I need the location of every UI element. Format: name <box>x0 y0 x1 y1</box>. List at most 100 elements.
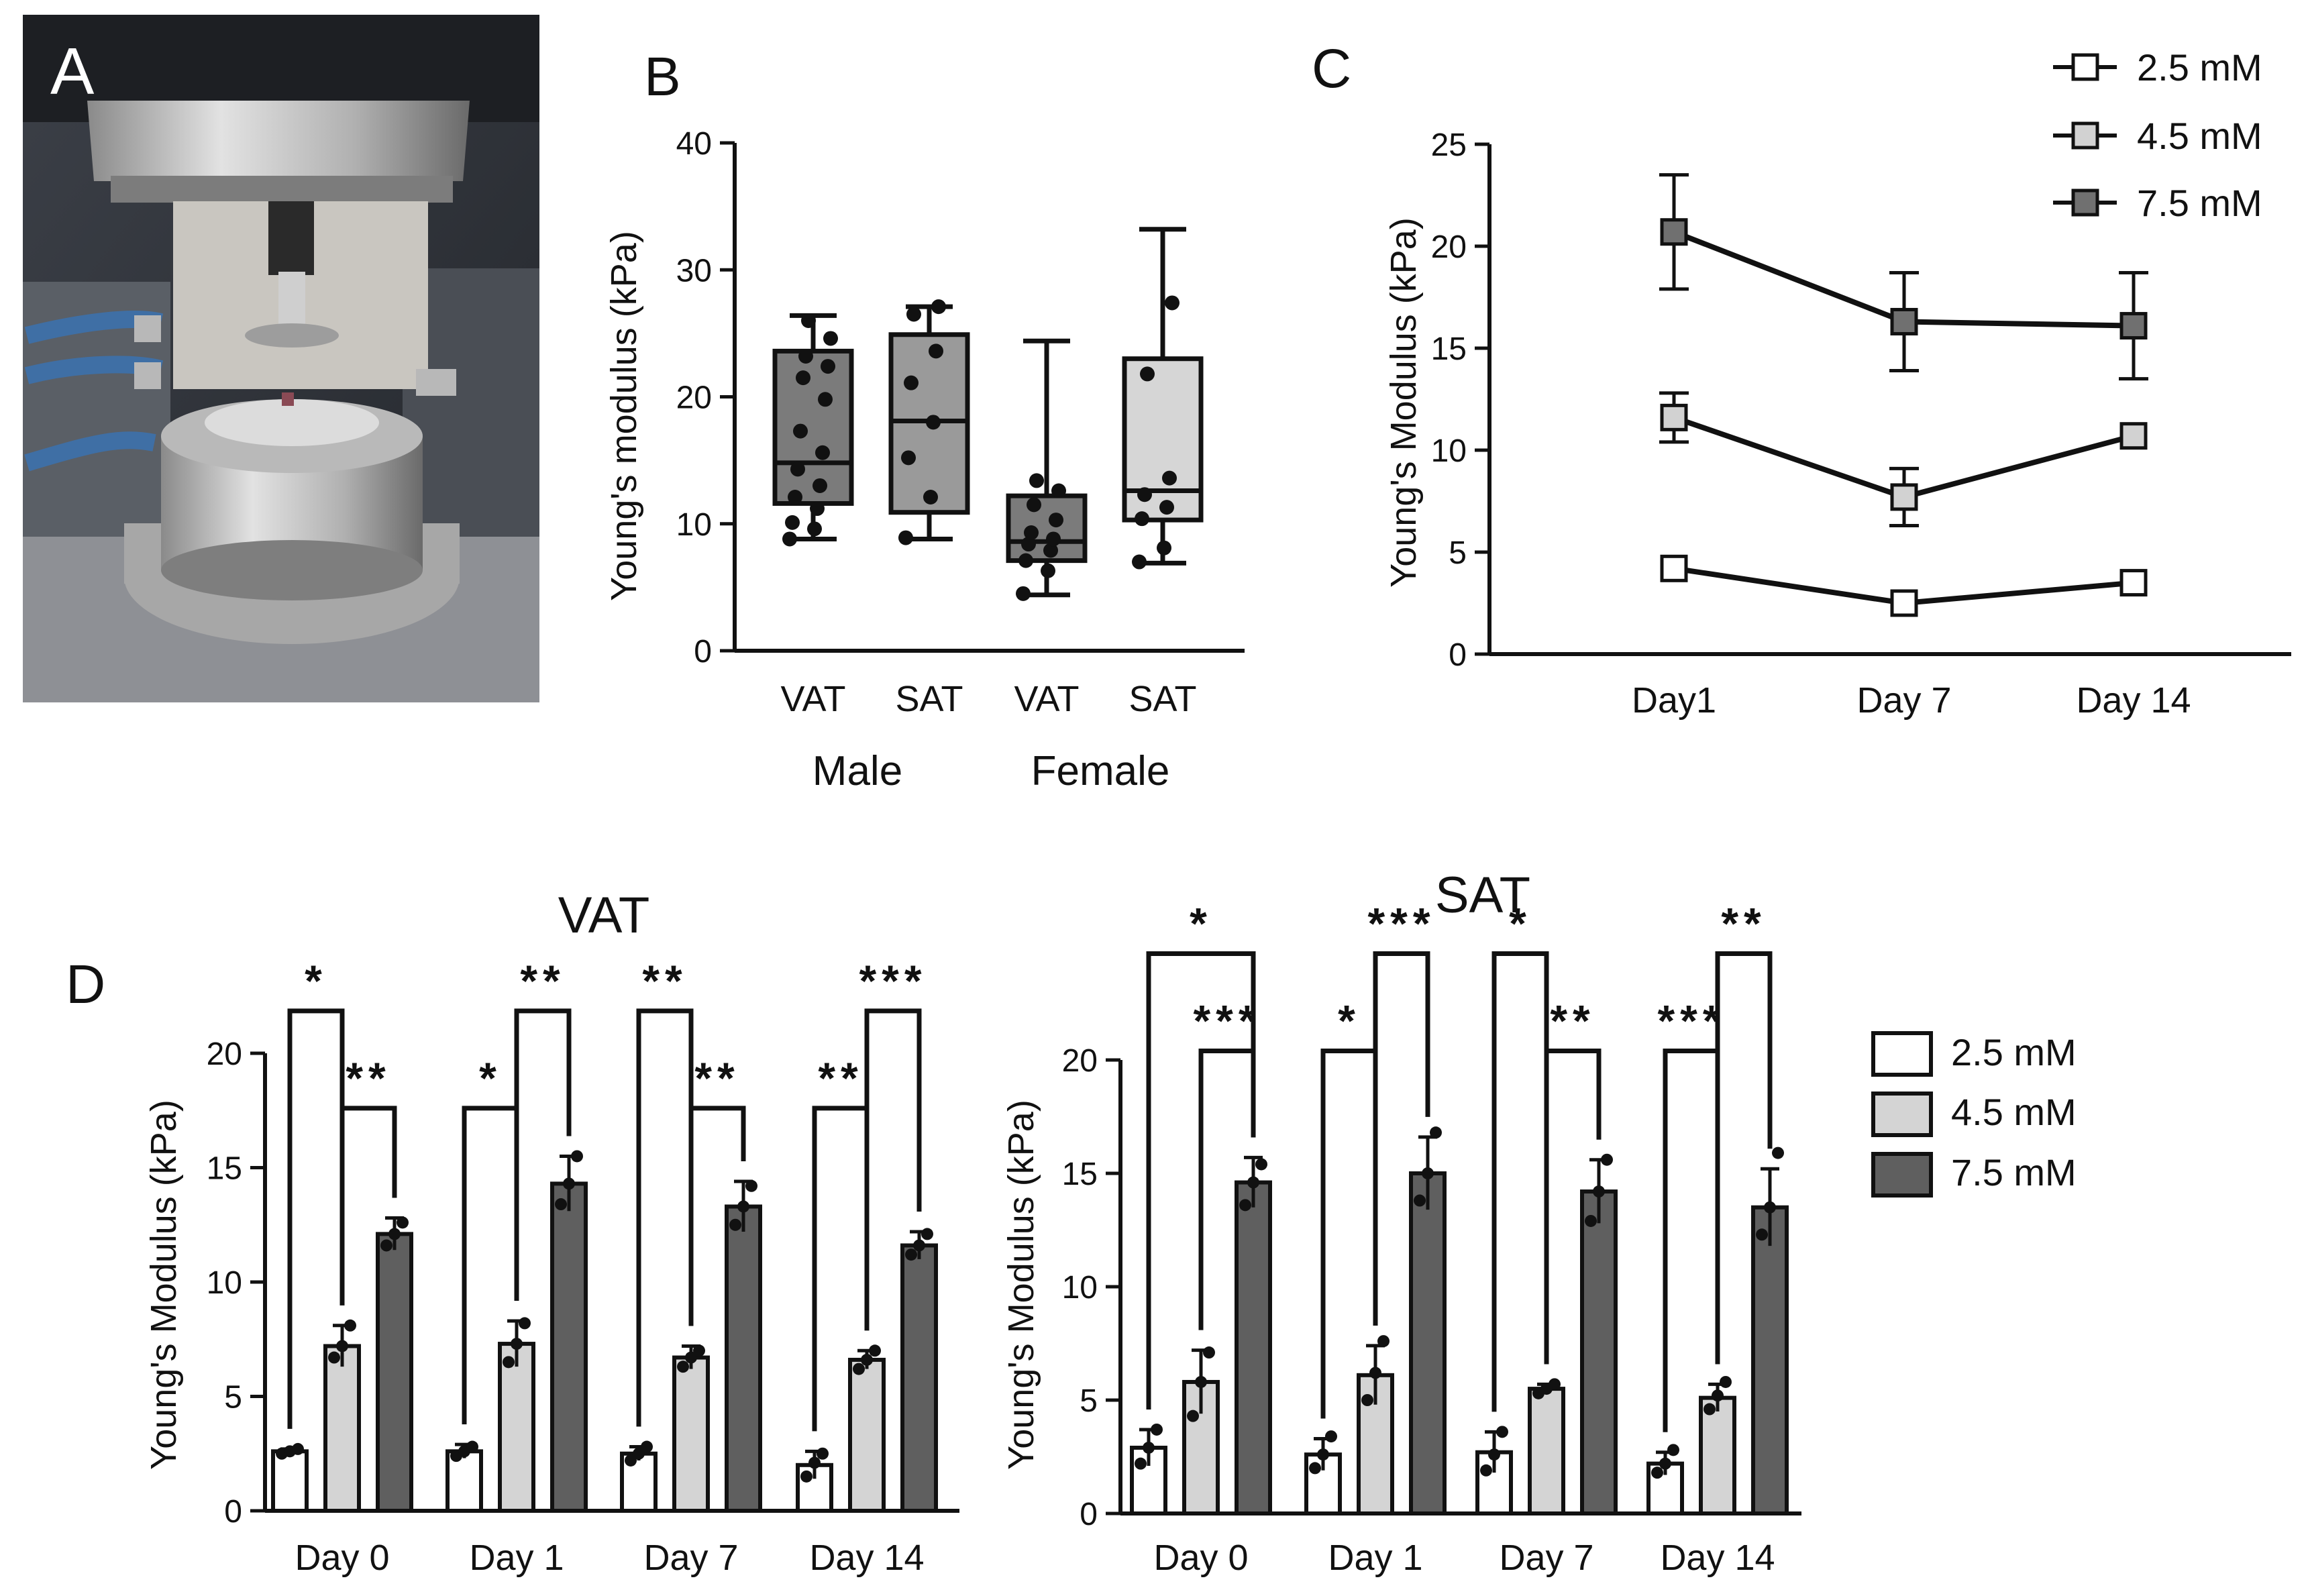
bar-point <box>388 1228 401 1240</box>
significance-label: ** <box>694 1053 739 1103</box>
bar <box>376 1232 413 1513</box>
panel-c-legend-7.5: 7.5 mM <box>2137 182 2262 224</box>
box-body <box>772 348 854 506</box>
bar <box>1409 1171 1447 1515</box>
panel-c-y-tick-label: 25 <box>1431 127 1467 163</box>
bar-point <box>1203 1346 1215 1359</box>
bar <box>1699 1395 1736 1516</box>
panel-b-y-tick-label: 10 <box>676 507 712 543</box>
significance-label: ** <box>346 1053 390 1103</box>
bar-point <box>869 1344 881 1357</box>
legend-swatch <box>2071 53 2099 81</box>
significance-label: *** <box>1657 996 1725 1045</box>
significance-label: *** <box>859 956 927 1006</box>
bar-point <box>292 1442 304 1455</box>
panel-label-d: D <box>66 954 105 1015</box>
box-point <box>923 490 938 505</box>
box-point <box>790 462 805 477</box>
bar-point <box>328 1351 340 1364</box>
significance-bracket <box>864 1008 922 1331</box>
box-point <box>785 515 800 530</box>
series-marker <box>2119 312 2148 340</box>
bar-point <box>1593 1185 1605 1198</box>
panel-c-cat-1: Day 7 <box>1856 680 1951 721</box>
bar-point <box>921 1228 933 1240</box>
bar-point <box>1369 1367 1381 1379</box>
panel-d-vat-cat-3: Day 14 <box>809 1538 924 1578</box>
box-point <box>898 530 913 545</box>
bar-point <box>380 1239 392 1252</box>
bar <box>848 1357 886 1513</box>
panel-b-y-tick-label: 30 <box>676 253 712 288</box>
panel-d-sat-cat-0: Day 0 <box>1153 1538 1248 1578</box>
bar-point <box>1247 1176 1259 1189</box>
panel-b-y-tick-label: 40 <box>676 126 712 162</box>
panel-b-y-tick-label: 20 <box>676 380 712 416</box>
box-point <box>926 415 941 430</box>
bar-point <box>861 1353 873 1366</box>
significance-label: * <box>1338 996 1361 1045</box>
significance-label: * <box>479 1053 502 1103</box>
panel-d-vat-y-label: Young's Modulus (kPa) <box>144 1100 184 1470</box>
significance-label: ** <box>818 1053 863 1103</box>
legend-swatch <box>2071 189 2099 217</box>
legend-swatch <box>1871 1031 1933 1077</box>
box-point <box>904 375 919 390</box>
panel-c-legend-2.5: 2.5 mM <box>2137 46 2262 89</box>
legend-swatch <box>1871 1152 1933 1198</box>
bar-point <box>1430 1126 1442 1139</box>
bar-point <box>1712 1389 1724 1402</box>
bar-point <box>808 1456 821 1469</box>
series-marker <box>1890 483 1918 511</box>
panel-d-legend-4.5: 4.5 mM <box>1951 1091 2077 1133</box>
significance-label: * <box>1190 898 1212 948</box>
bar-point <box>745 1179 757 1192</box>
bar <box>550 1181 588 1513</box>
bar-point <box>633 1447 645 1460</box>
significance-bracket <box>1320 1048 1378 1419</box>
panel-label-b: B <box>644 46 681 107</box>
bar-point <box>519 1317 531 1330</box>
significance-bracket <box>1198 1048 1256 1330</box>
bar-point <box>1414 1194 1426 1207</box>
bar-point <box>511 1338 523 1350</box>
panel-b-y-label: Young's modulus (kPa) <box>604 231 644 601</box>
box-point <box>1018 553 1033 568</box>
bar-point <box>1309 1462 1321 1475</box>
box-point <box>1027 497 1041 513</box>
box-point <box>1137 487 1152 502</box>
box-point <box>1162 470 1177 486</box>
significance-label: *** <box>1367 898 1435 948</box>
bar-point <box>503 1356 515 1369</box>
DS-y-tick-label: 0 <box>1080 1497 1098 1532</box>
box-point <box>1021 537 1036 552</box>
panel-d-vat-cat-1: Day 1 <box>469 1538 564 1578</box>
significance-label: ** <box>520 956 565 1006</box>
legend-swatch <box>1871 1092 1933 1137</box>
box-point <box>782 531 797 547</box>
panel-d-vat-cat-2: Day 7 <box>643 1538 738 1578</box>
legend-swatch <box>2071 121 2099 150</box>
bar-point <box>1585 1214 1597 1227</box>
panel-b-cat-0: VAT <box>780 679 845 719</box>
bar <box>1580 1189 1618 1516</box>
DV-y-tick-label: 15 <box>207 1151 242 1187</box>
panel-d-sat-y-label: Young's Modulus (kPa) <box>1001 1100 1041 1470</box>
bar-point <box>1601 1153 1613 1166</box>
bar-point <box>1488 1448 1500 1461</box>
panel-d-sat-title: SAT <box>1435 867 1530 924</box>
panel-c-cat-0: Day1 <box>1632 680 1716 721</box>
panel-c-legend: 2.5 mM 4.5 mM 7.5 mM <box>2053 46 2262 224</box>
box-point <box>1049 513 1063 528</box>
bar-point <box>1764 1201 1776 1214</box>
bar-point <box>1659 1457 1671 1470</box>
bar-point <box>555 1198 567 1211</box>
box-point <box>798 348 813 364</box>
bar-point <box>1239 1199 1251 1212</box>
bar-point <box>800 1470 813 1483</box>
bar-point <box>641 1440 653 1453</box>
box-point <box>1157 540 1171 555</box>
